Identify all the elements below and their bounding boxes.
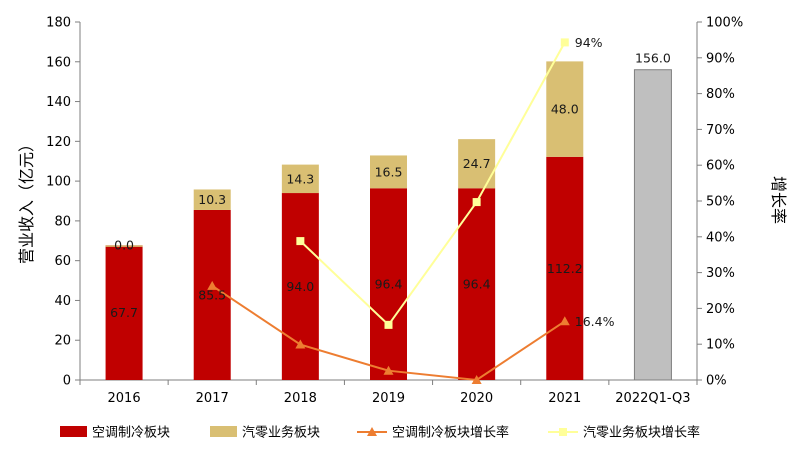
y2-tick-label: 80% — [706, 87, 735, 102]
bar-data-label: 112.2 — [547, 261, 583, 276]
line-point — [295, 339, 306, 349]
bar-data-label: 48.0 — [551, 102, 579, 117]
x-tick-label: 2022Q1-Q3 — [615, 391, 690, 406]
line-point — [559, 316, 570, 326]
y2-tick-label: 60% — [706, 159, 735, 174]
series-line — [299, 41, 566, 327]
bar-segment — [370, 188, 407, 380]
line-point — [472, 198, 481, 207]
bar-data-label: 16.5 — [375, 164, 403, 179]
bar-segment — [546, 61, 584, 157]
bar-data-label: 24.7 — [463, 156, 491, 171]
bar-total — [633, 69, 672, 381]
line-point — [207, 280, 218, 290]
y-tick-label: 140 — [46, 95, 71, 110]
y2-tick-label: 0% — [706, 374, 727, 389]
bar-segment — [193, 189, 231, 210]
data-labels-layer: 67.7 0.0 85.5 10.3 94.0 14.3 96.4 16.5 96.4 24.7 1… — [110, 35, 671, 329]
bar-data-label: 0.0 — [114, 237, 134, 252]
bar-data-label: 10.3 — [198, 192, 226, 207]
bar-data-label: 96.4 — [463, 277, 491, 292]
bar-data-label: 96.4 — [375, 277, 403, 292]
y-tick-label: 40 — [54, 294, 71, 309]
bar-data-label: 85.5 — [198, 287, 226, 302]
x-tick-label: 2021 — [548, 391, 581, 406]
y-tick-label: 160 — [46, 55, 71, 70]
y2-tick-label: 40% — [706, 230, 735, 245]
bar-data-label: 94.0 — [286, 279, 314, 294]
line-point — [384, 320, 393, 329]
y-tick-label: 20 — [54, 334, 71, 349]
bar-segment — [105, 245, 143, 380]
y2-tick-label: 20% — [706, 302, 735, 317]
line-data-label: 94% — [575, 35, 603, 50]
line-point — [296, 237, 305, 246]
y2-tick-label: 30% — [706, 266, 735, 281]
y2-tick-label: 10% — [706, 338, 735, 353]
y-tick-label: 60 — [54, 254, 71, 269]
y-tick-label: 0 — [63, 374, 71, 389]
y-tick-label: 120 — [46, 135, 71, 150]
bar-data-label: 14.3 — [286, 171, 314, 186]
legend-marker — [367, 427, 377, 436]
bar-segment — [546, 156, 584, 380]
legend-label: 空调制冷板块 — [92, 426, 170, 441]
line-point — [471, 375, 482, 384]
x-tick-label: 2018 — [284, 391, 317, 406]
bar-data-label: 156.0 — [635, 51, 671, 66]
y-tick-label: 80 — [54, 214, 71, 229]
legend: 空调制冷板块 汽零业务板块 空调制冷板块增长率 汽零业务板块增长率 — [60, 425, 700, 441]
line-data-label: 16.4% — [575, 314, 615, 329]
x-tick-label: 2020 — [460, 391, 493, 406]
y2-tick-label: 100% — [706, 16, 743, 31]
x-tick-label: 2019 — [372, 391, 405, 406]
bars-layer — [105, 61, 672, 381]
legend-label: 汽零业务板块增长率 — [583, 425, 700, 441]
y2-tick-label: 50% — [706, 195, 735, 210]
legend-swatch — [210, 426, 237, 437]
y2-tick-label: 70% — [706, 123, 735, 138]
x-tick-label: 2016 — [108, 391, 141, 406]
line-point — [383, 365, 394, 375]
y-tick-label: 180 — [46, 16, 71, 31]
lines-layer — [207, 38, 570, 384]
x-tick-label: 2017 — [196, 391, 229, 406]
bar-segment — [281, 164, 319, 194]
y-axis-title: 营业收入（亿元） — [17, 136, 36, 264]
y-tick-label: 100 — [46, 175, 71, 190]
legend-marker — [559, 428, 567, 436]
bar-segment — [105, 245, 143, 247]
y2-tick-label: 90% — [706, 51, 735, 66]
chart-axes: 0 20 40 60 80 100 120 140 160 180 0% 10% 20% 30% 40% 50… — [46, 16, 743, 407]
bar-data-label: 67.7 — [110, 305, 138, 320]
legend-label: 汽零业务板块 — [242, 425, 320, 441]
line-point — [560, 38, 569, 47]
legend-label: 空调制冷板块增长率 — [392, 425, 509, 441]
y2-axis-title: 增长率 — [769, 176, 787, 224]
bar-segment — [370, 155, 407, 189]
legend-swatch — [60, 426, 87, 437]
